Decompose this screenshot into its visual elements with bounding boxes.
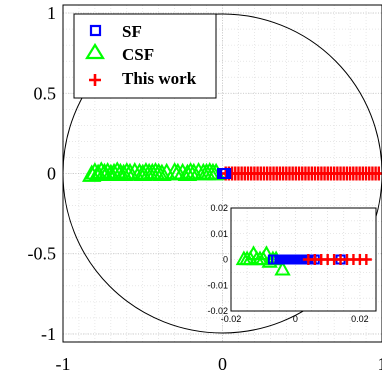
legend-entry-this-work: This work <box>89 69 197 88</box>
legend-entry-csf: CSF <box>85 42 154 64</box>
y-tick-label: -0.5 <box>28 244 57 264</box>
y-tick-label: -1 <box>41 324 56 344</box>
inset-x-tick-label: 0.02 <box>351 314 369 324</box>
inset-x-tick-label: 0 <box>293 314 298 324</box>
legend-label-this-work: This work <box>122 69 197 88</box>
legend-label-sf: SF <box>122 22 142 41</box>
legend-label-csf: CSF <box>122 45 154 64</box>
main-axes-frame <box>62 4 382 343</box>
legend-square-marker <box>89 24 102 37</box>
unit-circle <box>63 13 382 334</box>
legend-plus-marker <box>89 74 101 86</box>
inset-tick-labels: -0.02 0 0.02 -0.02 -0.01 0 0.01 0.02 <box>207 203 368 324</box>
legend-box <box>73 13 217 99</box>
inset-plot-area <box>235 245 372 276</box>
inset-frame <box>230 207 377 312</box>
inset-axes: -0.02 0 0.02 -0.02 -0.01 0 0.01 0.02 <box>207 203 377 324</box>
point-sf <box>220 168 232 179</box>
x-tick-label: 1 <box>378 354 382 374</box>
point-this-work <box>371 166 382 181</box>
inset-point-csf <box>274 260 291 276</box>
inset-point-this-work <box>360 254 372 265</box>
inset-x-tick-label: -0.02 <box>221 314 242 324</box>
main-plot-area <box>82 161 382 182</box>
y-tick-label: 1 <box>47 3 56 23</box>
inset-y-tick-label: -0.01 <box>207 280 228 290</box>
inset-y-tick-label: 0.01 <box>210 229 228 239</box>
y-tick-label: 0.5 <box>34 83 57 103</box>
inset-y-tick-label: 0.02 <box>210 203 228 213</box>
main-tick-labels: -1 0 1 -1 -0.5 0 0.5 1 <box>28 3 382 374</box>
x-tick-label: 0 <box>218 354 227 374</box>
legend-entry-sf: SF <box>89 22 142 41</box>
legend-triangle-marker <box>85 42 105 60</box>
y-tick-label: 0 <box>47 164 56 184</box>
inset-y-tick-label: 0 <box>223 255 228 265</box>
x-tick-label: -1 <box>56 354 71 374</box>
inset-y-tick-label: -0.02 <box>207 306 228 316</box>
legend: SF CSF This work <box>73 13 217 99</box>
